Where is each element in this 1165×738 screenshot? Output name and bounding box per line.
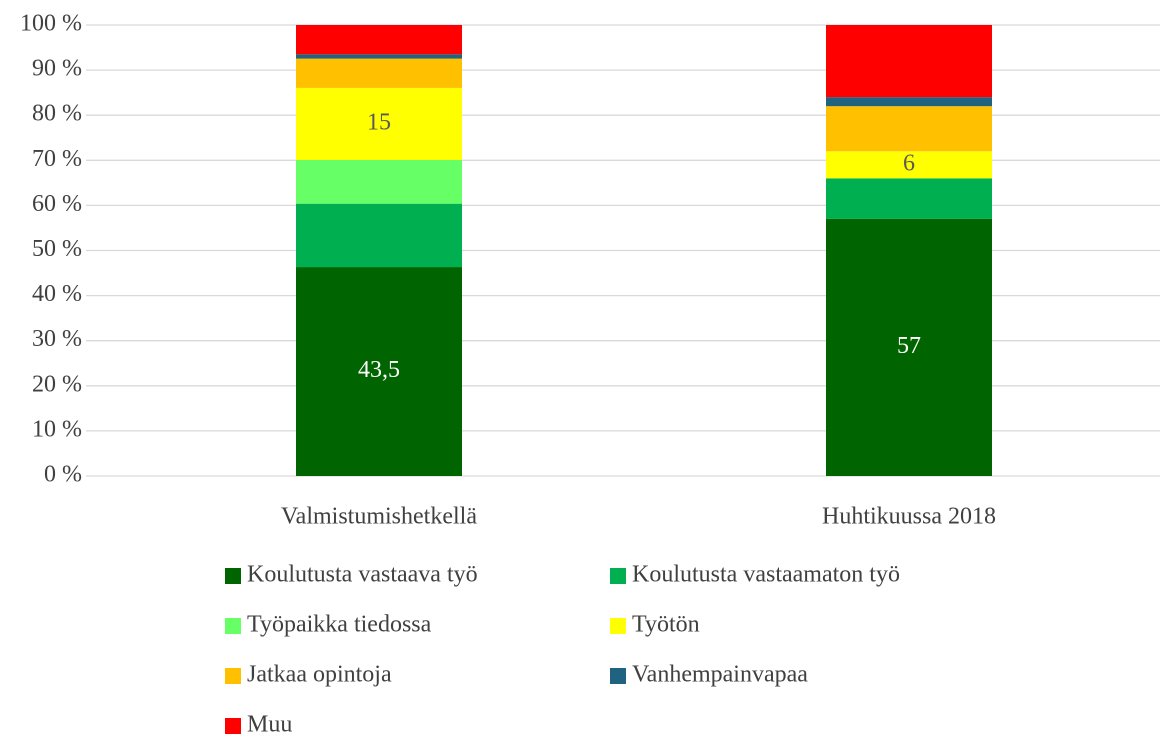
bar-segment <box>826 97 992 107</box>
legend-swatch <box>225 718 241 734</box>
y-tick-label: 10 % <box>32 416 82 442</box>
bar-segment <box>826 218 992 476</box>
legend-swatch <box>225 568 241 584</box>
data-label: 15 <box>367 109 391 135</box>
y-tick-label: 40 % <box>32 281 82 307</box>
bar-segment <box>296 87 462 160</box>
y-tick-label: 0 % <box>44 462 82 488</box>
legend-label: Työpaikka tiedossa <box>247 612 432 638</box>
bar-segment <box>826 151 992 179</box>
legend-swatch <box>610 568 626 584</box>
legend-swatch <box>225 618 241 634</box>
bar-segment <box>296 54 462 59</box>
y-tick-label: 100 % <box>20 11 82 37</box>
bar-segment <box>826 25 992 98</box>
bar-segment <box>296 25 462 55</box>
legend-swatch <box>610 668 626 684</box>
legend-label: Koulutusta vastaava työ <box>247 562 478 588</box>
legend-label: Muu <box>247 712 292 738</box>
bar-segment <box>296 159 462 204</box>
y-tick-label: 90 % <box>32 56 82 82</box>
legend-swatch <box>610 618 626 634</box>
bar-segment <box>826 178 992 219</box>
y-tick-label: 20 % <box>32 371 82 397</box>
legend-label: Koulutusta vastaamaton työ <box>632 562 900 588</box>
y-tick-label: 60 % <box>32 191 82 217</box>
y-tick-label: 70 % <box>32 146 82 172</box>
y-tick-label: 30 % <box>32 326 82 352</box>
bar-segment <box>826 106 992 152</box>
bar-segment <box>296 58 462 88</box>
x-tick-label: Valmistumishetkellä <box>281 504 477 530</box>
legend-label: Työtön <box>632 612 700 638</box>
data-label: 43,5 <box>358 357 400 383</box>
legend-swatch <box>225 668 241 684</box>
x-tick-label: Huhtikuussa 2018 <box>822 504 996 530</box>
legend-label: Vanhempainvapaa <box>632 662 808 688</box>
y-tick-label: 50 % <box>32 236 82 262</box>
data-label: 6 <box>903 150 915 176</box>
legend-label: Jatkaa opintoja <box>247 662 392 688</box>
data-label: 57 <box>897 333 921 359</box>
y-tick-label: 80 % <box>32 101 82 127</box>
bar-segment <box>296 267 462 476</box>
bar-segment <box>296 203 462 268</box>
